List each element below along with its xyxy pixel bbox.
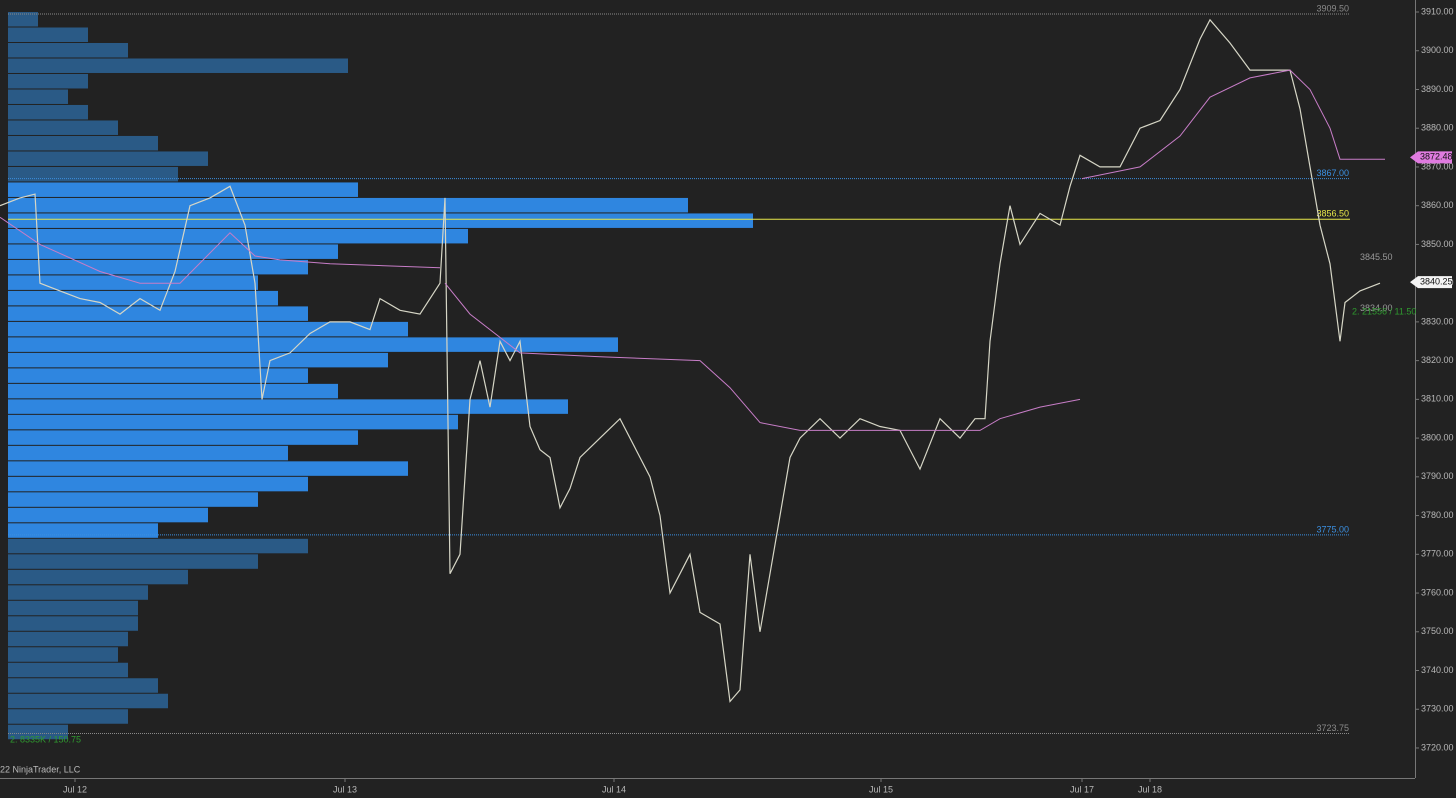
volume-profile-bar (8, 228, 468, 244)
price-marker (1410, 151, 1452, 164)
price-marker (1410, 276, 1452, 289)
volume-profile-bar (8, 352, 388, 368)
volume-profile-bar (8, 693, 168, 709)
y-tick-label: 3890.00 (1421, 84, 1454, 94)
y-tick-label: 3860.00 (1421, 200, 1454, 210)
y-tick-label: 3720.00 (1421, 742, 1454, 752)
volume-profile-bar (8, 73, 88, 89)
volume-profile-bar (8, 476, 308, 492)
volume-profile-bar (8, 58, 348, 73)
volume-profile-bar (8, 182, 358, 197)
volume-profile-bar (8, 383, 338, 399)
volume-profile-bar (8, 523, 158, 538)
volume-profile-bar (8, 259, 308, 275)
mini-label: 3834.00 (1360, 303, 1393, 313)
volume-profile-bar (8, 89, 68, 104)
volume-profile-bar (8, 492, 258, 507)
mini-label: 3845.50 (1360, 252, 1393, 262)
y-tick-label: 3910.00 (1421, 6, 1454, 16)
level-label: 3867.00 (1316, 168, 1349, 178)
volume-profile-bar (8, 647, 118, 662)
copyright: 22 NinjaTrader, LLC (0, 764, 81, 774)
volume-profile-bar (8, 585, 148, 600)
y-tick-label: 3820.00 (1421, 355, 1454, 365)
level-label: 3723.75 (1316, 723, 1349, 733)
y-tick-label: 3880.00 (1421, 123, 1454, 133)
x-tick-label: Jul 14 (602, 784, 626, 794)
y-tick-label: 3830.00 (1421, 316, 1454, 326)
volume-profile-bar (8, 678, 158, 693)
volume-profile-bar (8, 662, 128, 678)
volume-profile-bar (8, 337, 618, 352)
volume-profile-bar (8, 414, 458, 430)
volume-profile-bar (8, 104, 88, 120)
volume-profile-bar (8, 631, 128, 647)
price-marker-label: 3840.25 (1420, 277, 1453, 287)
volume-profile-bar (8, 197, 688, 213)
volume-profile-bar (8, 569, 188, 585)
x-tick-label: Jul 15 (869, 784, 893, 794)
vwap-line (0, 69, 1385, 431)
volume-profile-bar (8, 120, 118, 135)
volume-profile-bar (8, 507, 208, 523)
volume-profile-bar (8, 321, 408, 337)
level-label: 3775.00 (1316, 524, 1349, 534)
price-line (0, 18, 1381, 703)
volume-profile-bar (8, 368, 308, 383)
y-tick-label: 3760.00 (1421, 587, 1454, 597)
y-tick-label: 3870.00 (1421, 161, 1454, 171)
volume-profile-bar (8, 538, 308, 554)
volume-profile-bar (8, 554, 258, 569)
y-tick-label: 3790.00 (1421, 471, 1454, 481)
volume-profile-bar (8, 445, 288, 461)
y-tick-label: 3800.00 (1421, 432, 1454, 442)
volume-profile-bar (8, 616, 138, 631)
mini-profile-stats: 2. 21556 / 11.50 (1352, 306, 1416, 316)
volume-profile-bar (8, 12, 38, 27)
volume-profile-bar (8, 724, 68, 740)
x-tick-label: Jul 17 (1070, 784, 1094, 794)
volume-profile-bar (8, 430, 358, 445)
volume-profile-bar (8, 399, 568, 414)
y-tick-label: 3750.00 (1421, 626, 1454, 636)
y-tick-label: 3780.00 (1421, 510, 1454, 520)
volume-profile-bar (8, 600, 138, 616)
x-tick-label: Jul 18 (1138, 784, 1162, 794)
volume-profile-bar (8, 244, 338, 259)
volume-profile-bar (8, 42, 128, 58)
y-tick-label: 3740.00 (1421, 665, 1454, 675)
volume-profile-bar (8, 151, 208, 166)
y-tick-label: 3900.00 (1421, 45, 1454, 55)
level-label: 3856.50 (1316, 209, 1349, 219)
volume-profile-bar (8, 135, 158, 151)
volume-profile-bar (8, 27, 88, 42)
x-tick-label: Jul 13 (333, 784, 357, 794)
x-tick-label: Jul 12 (63, 784, 87, 794)
volume-profile-bar (8, 275, 258, 290)
volume-profile-bar (8, 166, 178, 182)
volume-profile-bar (8, 306, 308, 321)
volume-profile-bar (8, 290, 278, 306)
volume-profile-bar (8, 213, 753, 228)
price-marker-label: 3872.48 (1420, 152, 1453, 162)
y-tick-label: 3810.00 (1421, 394, 1454, 404)
level-label: 3909.50 (1316, 3, 1349, 13)
y-tick-label: 3850.00 (1421, 239, 1454, 249)
y-tick-label: 3730.00 (1421, 704, 1454, 714)
volume-profile-bar (8, 461, 408, 476)
profile-stats: 2. 8335K / 150.75 (10, 734, 81, 744)
volume-profile-bar (8, 709, 128, 724)
y-tick-label: 3770.00 (1421, 549, 1454, 559)
